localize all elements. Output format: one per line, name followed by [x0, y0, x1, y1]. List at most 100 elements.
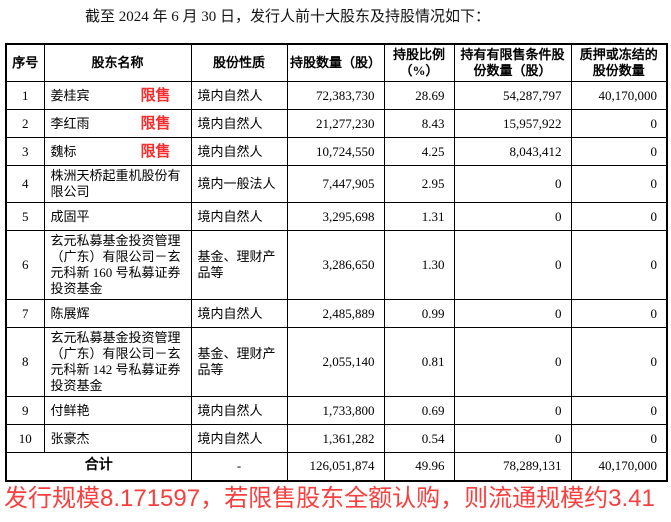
table-row: 1 姜桂宾 限售 境内自然人 72,383,730 28.69 54,287,7…: [5, 81, 668, 110]
row-index: 2: [5, 109, 45, 138]
table-row: 7 陈展辉 境内自然人 2,485,889 0.99 0 0: [5, 299, 668, 328]
restricted-shares: 0: [453, 165, 572, 203]
shares-held: 2,055,140: [286, 327, 385, 397]
shareholder-name: 陈展辉: [50, 305, 90, 321]
shares-held: 3,286,650: [286, 230, 385, 300]
table-row: 10 张豪杰 境内自然人 1,361,282 0.54 0 0: [5, 424, 668, 453]
row-index: 9: [5, 396, 45, 425]
restricted-shares: 54,287,797: [453, 81, 572, 110]
table-row: 3 魏标 限售 境内自然人 10,724,550 4.25 8,043,412 …: [5, 137, 668, 166]
restricted-shares: 0: [453, 424, 572, 453]
shareholder-name: 魏标: [50, 143, 77, 159]
shareholder-name: 株洲天桥起重机股份有限公司: [50, 168, 181, 199]
col-header-pledged: 质押或冻结的股份数量: [570, 43, 668, 82]
share-nature: 基金、理财产品等: [190, 327, 288, 397]
shareholding-ratio: 2.95: [383, 165, 455, 203]
shareholder-name-cell: 玄元私募基金投资管理（广东）有限公司－玄元科新 142 号私募证券投资基金: [43, 327, 192, 397]
restricted-shares: 0: [453, 230, 572, 300]
share-nature: 境内自然人: [190, 81, 288, 110]
total-restricted: 78,289,131: [453, 452, 572, 481]
row-index: 8: [5, 327, 45, 397]
restricted-sale-tag: 限售: [140, 142, 171, 160]
share-nature: 境内自然人: [190, 396, 288, 425]
row-index: 1: [5, 81, 45, 110]
pledged-frozen-shares: 0: [570, 137, 668, 166]
pledged-frozen-shares: 40,170,000: [570, 81, 668, 110]
shareholder-name: 付鲜艳: [50, 402, 90, 418]
shareholder-name: 张豪杰: [50, 430, 90, 446]
table-row: 5 成固平 境内自然人 3,295,698 1.31 0 0: [5, 202, 668, 231]
shareholder-name-cell: 姜桂宾 限售: [43, 81, 192, 110]
table-header-row: 序号 股东名称 股份性质 持股数量（股） 持股比例（%） 持有有限售条件股份数量…: [5, 43, 668, 82]
shares-held: 10,724,550: [286, 137, 385, 166]
row-index: 6: [5, 230, 45, 300]
restricted-shares: 8,043,412: [453, 137, 572, 166]
row-index: 7: [5, 299, 45, 328]
shares-held: 21,277,230: [286, 109, 385, 138]
shareholding-ratio: 0.54: [383, 424, 455, 453]
shareholders-table: 序号 股东名称 股份性质 持股数量（股） 持股比例（%） 持有有限售条件股份数量…: [5, 43, 668, 482]
restricted-shares: 0: [453, 396, 572, 425]
shareholder-name-cell: 成固平: [43, 202, 192, 231]
row-index: 4: [5, 165, 45, 203]
shareholder-name-cell: 张豪杰: [43, 424, 192, 453]
col-header-name: 股东名称: [43, 43, 192, 82]
table-row: 2 李红雨 限售 境内自然人 21,277,230 8.43 15,957,92…: [5, 109, 668, 138]
table-row: 4 株洲天桥起重机股份有限公司 境内一般法人 7,447,905 2.95 0 …: [5, 165, 668, 203]
restricted-sale-tag: 限售: [140, 114, 171, 132]
col-header-index: 序号: [5, 43, 45, 82]
shareholding-ratio: 0.99: [383, 299, 455, 328]
total-nature: -: [190, 452, 288, 481]
pledged-frozen-shares: 0: [570, 327, 668, 397]
shares-held: 72,383,730: [286, 81, 385, 110]
pledged-frozen-shares: 0: [570, 202, 668, 231]
shares-held: 2,485,889: [286, 299, 385, 328]
total-ratio: 49.96: [383, 452, 455, 481]
col-header-ratio: 持股比例（%）: [383, 43, 455, 82]
restricted-shares: 15,957,922: [453, 109, 572, 138]
shareholding-ratio: 0.81: [383, 327, 455, 397]
shareholding-ratio: 1.31: [383, 202, 455, 231]
shares-held: 1,361,282: [286, 424, 385, 453]
row-index: 3: [5, 137, 45, 166]
pledged-frozen-shares: 0: [570, 396, 668, 425]
table-row: 8 玄元私募基金投资管理（广东）有限公司－玄元科新 142 号私募证券投资基金 …: [5, 327, 668, 397]
share-nature: 境内自然人: [190, 299, 288, 328]
row-index: 10: [5, 424, 45, 453]
share-nature: 境内自然人: [190, 109, 288, 138]
total-shares: 126,051,874: [286, 452, 385, 481]
shareholding-ratio: 1.30: [383, 230, 455, 300]
analysis-note: 发行规模8.171597，若限售股东全额认购，则流通规模约3.41: [4, 485, 655, 512]
col-header-shares: 持股数量（股）: [286, 43, 385, 82]
share-nature: 境内一般法人: [190, 165, 288, 203]
shareholding-ratio: 4.25: [383, 137, 455, 166]
shareholder-name: 玄元私募基金投资管理（广东）有限公司－玄元科新 142 号私募证券投资基金: [50, 330, 181, 393]
pledged-frozen-shares: 0: [570, 299, 668, 328]
total-pledged: 40,170,000: [570, 452, 668, 481]
share-nature: 境内自然人: [190, 137, 288, 166]
shareholding-ratio: 28.69: [383, 81, 455, 110]
pledged-frozen-shares: 0: [570, 230, 668, 300]
pledged-frozen-shares: 0: [570, 109, 668, 138]
table-body: 1 姜桂宾 限售 境内自然人 72,383,730 28.69 54,287,7…: [5, 81, 668, 453]
shareholder-name-cell: 李红雨 限售: [43, 109, 192, 138]
restricted-shares: 0: [453, 202, 572, 231]
share-nature: 境内自然人: [190, 202, 288, 231]
restricted-sale-tag: 限售: [140, 86, 171, 104]
shareholder-name: 成固平: [50, 208, 90, 224]
total-label: 合计: [5, 452, 192, 481]
restricted-shares: 0: [453, 327, 572, 397]
shareholding-ratio: 8.43: [383, 109, 455, 138]
share-nature: 基金、理财产品等: [190, 230, 288, 300]
table-row: 6 玄元私募基金投资管理（广东）有限公司－玄元科新 160 号私募证券投资基金 …: [5, 230, 668, 300]
col-header-nature: 股份性质: [190, 43, 288, 82]
shares-held: 7,447,905: [286, 165, 385, 203]
restricted-shares: 0: [453, 299, 572, 328]
row-index: 5: [5, 202, 45, 231]
shareholder-name-cell: 魏标 限售: [43, 137, 192, 166]
document-title: 截至 2024 年 6 月 30 日，发行人前十大股东及持股情况如下：: [85, 9, 491, 25]
shareholder-name-cell: 陈展辉: [43, 299, 192, 328]
shareholder-name: 姜桂宾: [50, 87, 90, 103]
shareholder-name: 李红雨: [50, 115, 90, 131]
pledged-frozen-shares: 0: [570, 165, 668, 203]
